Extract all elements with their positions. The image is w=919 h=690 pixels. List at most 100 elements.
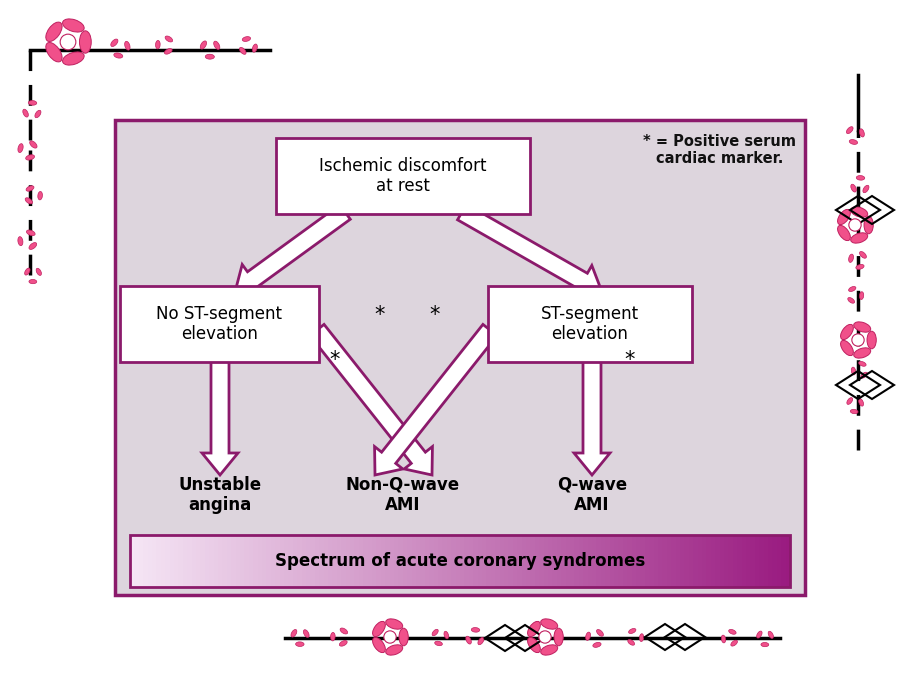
Ellipse shape <box>385 645 403 655</box>
Ellipse shape <box>62 52 84 65</box>
Bar <box>134 535 139 587</box>
Ellipse shape <box>847 254 853 262</box>
Bar <box>551 535 557 587</box>
FancyArrow shape <box>573 360 609 475</box>
Bar <box>631 535 636 587</box>
Ellipse shape <box>858 292 863 299</box>
Ellipse shape <box>114 53 122 58</box>
Ellipse shape <box>38 191 42 200</box>
Bar <box>486 535 491 587</box>
Bar <box>169 535 175 587</box>
Bar <box>508 535 513 587</box>
Bar <box>512 535 517 587</box>
Bar <box>178 535 183 587</box>
Circle shape <box>62 41 65 43</box>
Ellipse shape <box>840 340 853 355</box>
FancyArrow shape <box>234 205 350 294</box>
Ellipse shape <box>730 640 737 646</box>
Bar <box>600 535 605 587</box>
Ellipse shape <box>853 322 869 332</box>
Ellipse shape <box>435 641 442 646</box>
Bar <box>671 535 675 587</box>
Bar <box>257 535 262 587</box>
Ellipse shape <box>372 622 385 637</box>
Bar <box>196 535 200 587</box>
Ellipse shape <box>850 233 867 243</box>
Bar <box>618 535 623 587</box>
Bar <box>371 535 377 587</box>
Bar <box>548 535 552 587</box>
Bar <box>684 535 688 587</box>
Bar <box>763 535 767 587</box>
FancyBboxPatch shape <box>115 120 804 595</box>
Ellipse shape <box>465 636 471 644</box>
Bar <box>425 535 429 587</box>
Text: Q-wave
AMI: Q-wave AMI <box>556 475 627 515</box>
Bar <box>314 535 320 587</box>
Circle shape <box>851 334 863 346</box>
Ellipse shape <box>853 348 869 358</box>
Bar <box>521 535 526 587</box>
Bar <box>205 535 210 587</box>
Bar <box>455 535 460 587</box>
Bar <box>543 535 548 587</box>
Bar <box>156 535 161 587</box>
Circle shape <box>855 337 857 338</box>
Circle shape <box>542 633 544 635</box>
Bar <box>578 535 583 587</box>
Bar <box>143 535 148 587</box>
Text: *: * <box>374 305 385 325</box>
Bar <box>161 535 165 587</box>
Text: Ischemic discomfort
at rest: Ischemic discomfort at rest <box>319 157 486 195</box>
Bar <box>297 535 301 587</box>
Ellipse shape <box>26 155 35 160</box>
Bar <box>349 535 355 587</box>
Ellipse shape <box>340 628 347 634</box>
Ellipse shape <box>540 645 557 655</box>
Ellipse shape <box>627 640 634 645</box>
Bar <box>754 535 759 587</box>
Ellipse shape <box>720 635 725 643</box>
Bar <box>732 535 737 587</box>
Bar <box>534 535 539 587</box>
Bar <box>248 535 254 587</box>
Bar <box>306 535 311 587</box>
Bar <box>447 535 451 587</box>
Ellipse shape <box>432 629 437 635</box>
Bar <box>165 535 170 587</box>
Bar <box>227 535 232 587</box>
Bar <box>398 535 403 587</box>
Ellipse shape <box>850 367 855 375</box>
Bar <box>539 535 543 587</box>
Ellipse shape <box>213 41 220 50</box>
Circle shape <box>383 631 396 643</box>
Circle shape <box>850 224 852 226</box>
Ellipse shape <box>17 237 23 246</box>
Bar <box>583 535 587 587</box>
Bar <box>222 535 227 587</box>
Ellipse shape <box>527 622 539 637</box>
Ellipse shape <box>856 175 864 180</box>
Bar <box>688 535 693 587</box>
Bar <box>587 535 592 587</box>
Ellipse shape <box>860 372 867 378</box>
Ellipse shape <box>303 630 309 638</box>
Bar <box>323 535 328 587</box>
Ellipse shape <box>628 629 635 633</box>
Ellipse shape <box>239 48 245 55</box>
Circle shape <box>387 633 389 635</box>
Circle shape <box>540 636 542 638</box>
Bar <box>662 535 666 587</box>
Circle shape <box>855 221 857 223</box>
Ellipse shape <box>862 186 868 193</box>
Circle shape <box>848 219 860 231</box>
Ellipse shape <box>755 631 761 638</box>
Ellipse shape <box>858 252 866 258</box>
Bar <box>596 535 601 587</box>
Bar <box>139 535 143 587</box>
Bar <box>613 535 618 587</box>
Bar <box>363 535 368 587</box>
Circle shape <box>859 339 861 341</box>
Ellipse shape <box>290 629 297 637</box>
Bar <box>561 535 565 587</box>
